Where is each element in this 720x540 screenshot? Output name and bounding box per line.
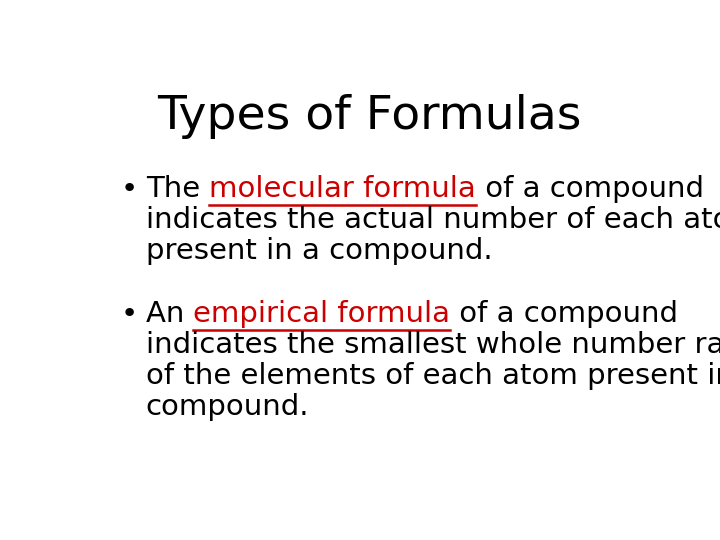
Text: of a compound: of a compound bbox=[451, 300, 678, 328]
Text: indicates the actual number of each atom: indicates the actual number of each atom bbox=[145, 206, 720, 234]
Text: present in a compound.: present in a compound. bbox=[145, 238, 492, 265]
Text: of the elements of each atom present in a: of the elements of each atom present in … bbox=[145, 362, 720, 390]
Text: compound.: compound. bbox=[145, 393, 310, 421]
Text: •: • bbox=[121, 175, 138, 203]
Text: indicates the smallest whole number ratio: indicates the smallest whole number rati… bbox=[145, 331, 720, 359]
Text: molecular formula: molecular formula bbox=[210, 175, 476, 203]
Text: of a compound: of a compound bbox=[476, 175, 704, 203]
Text: •: • bbox=[121, 300, 138, 328]
Text: empirical formula: empirical formula bbox=[194, 300, 451, 328]
Text: The: The bbox=[145, 175, 210, 203]
Text: Types of Formulas: Types of Formulas bbox=[157, 94, 581, 139]
Text: An: An bbox=[145, 300, 194, 328]
